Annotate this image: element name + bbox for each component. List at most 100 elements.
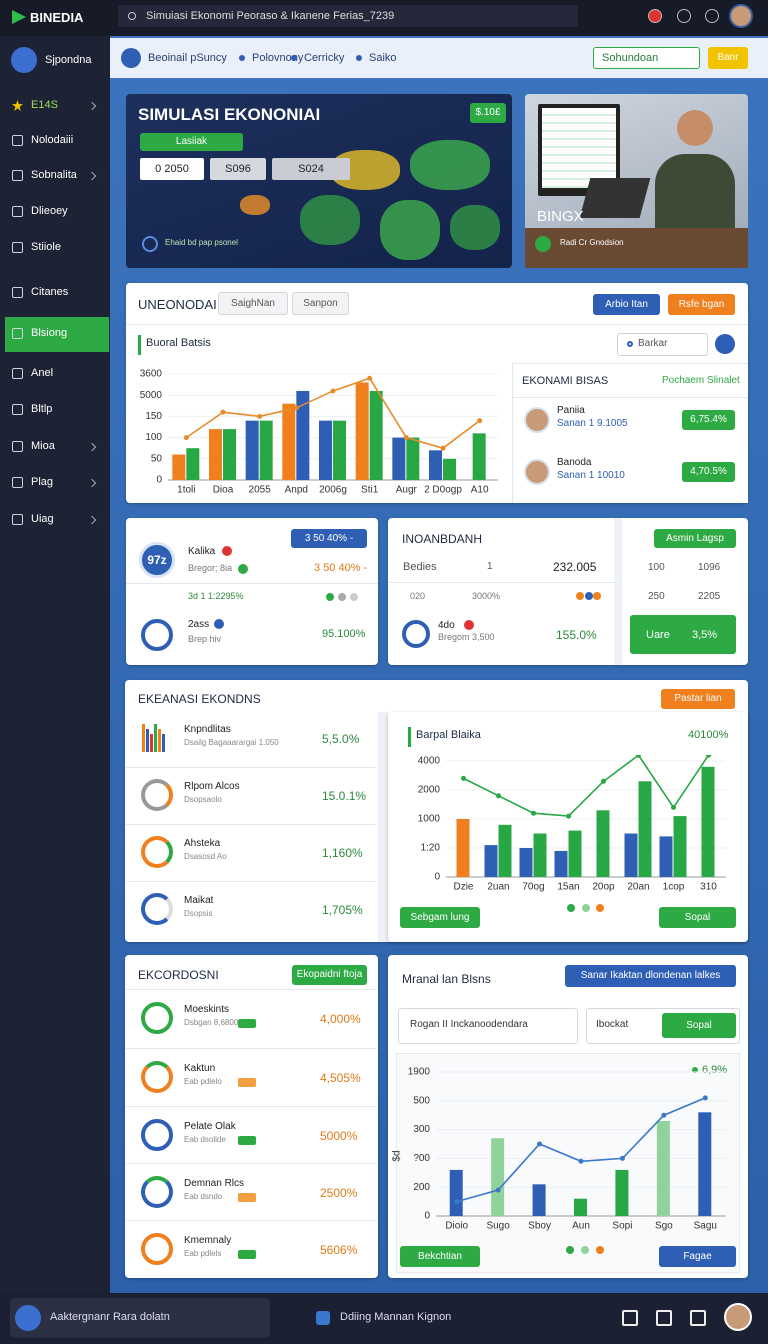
button[interactable] [470,103,506,123]
button-label[interactable]: Sebgam lung [410,911,470,923]
menu-item[interactable]: Dlieoey [31,205,68,217]
tab-label[interactable]: Sanpon [303,298,338,309]
button[interactable] [661,689,735,709]
button-label[interactable]: Asmin Lagsp [666,532,724,544]
input-text[interactable]: Rogan II Inckanoodendara [410,1019,528,1030]
bottom-icon[interactable] [622,1310,638,1326]
menu-item[interactable]: Blsiong [31,327,68,339]
button-label[interactable]: Arbio Itan [605,298,648,310]
chart-area [396,1053,740,1273]
button[interactable] [140,133,243,151]
divider [126,767,376,768]
button-label[interactable]: Sopal [684,911,711,923]
button-label[interactable]: 3 50 40% - [304,532,354,544]
dot [576,592,584,600]
x-tick-label: 2uan [487,882,509,893]
bottom-icon[interactable] [656,1310,672,1326]
button[interactable] [682,410,735,430]
bar [638,781,652,877]
point [330,388,336,394]
map-region [380,200,440,260]
dot [350,593,358,601]
button[interactable] [400,907,480,928]
menu-item[interactable]: Sobnalita [31,169,77,181]
menu-item[interactable]: Mioa [31,440,55,452]
button[interactable] [682,462,735,482]
tab[interactable] [218,292,288,315]
x-tick-label: 2006g [319,485,347,496]
menu-item[interactable]: Nolodaiii [31,134,74,146]
select-text[interactable]: Ibockat [596,1019,629,1030]
button[interactable] [659,907,736,928]
menu-item[interactable]: Plag [31,476,54,488]
button[interactable] [659,1246,736,1267]
sidebar [0,36,110,1294]
menu-item[interactable]: Anel [31,367,54,379]
nav-item[interactable]: Polovnony [252,52,304,64]
search-text[interactable]: Barkar [638,338,668,349]
button[interactable] [668,294,735,315]
x-tick-label: 1toli [177,485,195,496]
row-value: 155.0% [556,628,597,642]
search-box[interactable] [617,333,708,356]
nav-item[interactable]: Cerricky [304,52,345,64]
chat-box[interactable] [10,1298,270,1338]
nav-dot [356,55,362,61]
button[interactable] [292,965,367,985]
button-label[interactable]: $.10£ [475,107,501,118]
button-label[interactable]: Lasiiak [175,136,208,147]
button[interactable] [662,1013,736,1038]
button[interactable] [565,965,736,987]
button-label[interactable]: Fagae [683,1250,712,1262]
menu-item[interactable]: Uiag [31,513,54,525]
nav-search[interactable] [593,47,700,69]
stat-value: 0 2050 [155,163,189,175]
input[interactable] [398,1008,578,1044]
accent [408,727,411,747]
button[interactable] [654,529,736,548]
tab-label[interactable]: SaighNan [231,298,275,309]
menu-item[interactable]: E14S [31,99,58,111]
button-label[interactable]: Sopal [686,1019,712,1031]
button[interactable] [593,294,660,315]
side-link[interactable]: Pochaem Slinalet [662,375,740,386]
search-box[interactable] [118,5,578,27]
item-value: 5606% [320,1243,358,1257]
menu-item[interactable]: Bltlp [31,403,53,415]
menu-item[interactable]: Stiiole [31,241,61,253]
cta-value[interactable]: 3,5% [692,629,718,641]
point [619,1155,625,1161]
button-label[interactable]: Ekopaidni ftoja [296,969,363,980]
nav-item[interactable]: Beoinail pSuncy [148,52,227,64]
chat-text[interactable]: Aaktergnanr Rara dolatn [50,1311,170,1323]
item-name: Kaktun [184,1063,216,1074]
button-label[interactable]: 6,75.4% [690,414,727,425]
x-tick-label: Dzie [453,882,473,893]
cta[interactable] [630,615,736,654]
nav-search-text[interactable]: Sohundoan [602,52,659,64]
menu-icon [12,135,23,146]
hero-title: SIMULASI EKONONIAI [138,105,321,124]
button-label[interactable]: Bekchtian [418,1250,462,1262]
bar [659,836,673,877]
ring [141,836,173,868]
bottom-icon[interactable] [690,1310,706,1326]
tab[interactable] [292,292,349,315]
button[interactable] [291,529,367,548]
bottom-text[interactable]: Ddiing Mannan Kignon [340,1311,452,1323]
x-tick-label: 20an [627,882,649,893]
x-tick-label: Dioio [445,1221,468,1232]
button-label[interactable]: Pastar lian [674,693,722,704]
button[interactable] [400,1246,480,1267]
cta-label[interactable]: Uare [646,629,670,641]
bar [574,1198,587,1216]
button-label[interactable]: 4,70.5% [690,466,727,477]
button-label[interactable]: Banr [717,52,739,63]
button-label[interactable]: Sanar Ikaktan dlondenan lalkes [580,970,721,981]
button-label[interactable]: Rsfe bgan [678,298,725,310]
item-name: Rlpom Alcos [184,781,240,792]
search-text[interactable]: Simuiasi Ekonomi Peoraso & Ikanene Feria… [146,10,395,22]
nav-item[interactable]: Saiko [369,52,397,64]
menu-item[interactable]: Citanes [31,286,69,298]
button[interactable] [708,47,748,69]
